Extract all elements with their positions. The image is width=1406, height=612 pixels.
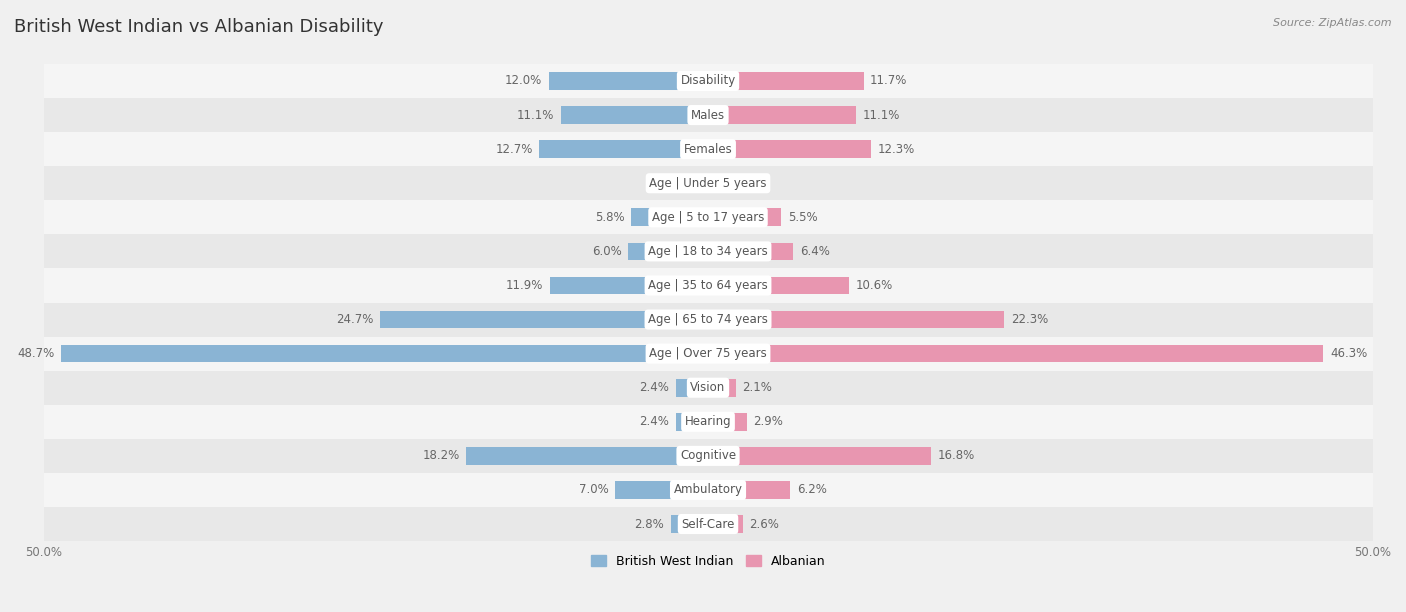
Bar	[44, 507, 1372, 541]
Text: 2.9%: 2.9%	[754, 416, 783, 428]
Bar	[44, 166, 1372, 200]
Legend: British West Indian, Albanian: British West Indian, Albanian	[586, 550, 831, 573]
Text: 11.1%: 11.1%	[516, 108, 554, 122]
Bar	[561, 106, 709, 124]
Bar	[44, 98, 1372, 132]
Text: Vision: Vision	[690, 381, 725, 394]
Text: Age | 65 to 74 years: Age | 65 to 74 years	[648, 313, 768, 326]
Bar	[709, 379, 735, 397]
Bar	[44, 439, 1372, 473]
Bar	[695, 174, 709, 192]
Bar	[44, 405, 1372, 439]
Bar	[709, 277, 849, 294]
Bar	[44, 371, 1372, 405]
Bar	[709, 515, 742, 533]
Bar	[44, 234, 1372, 269]
Bar	[44, 337, 1372, 371]
Text: 18.2%: 18.2%	[422, 449, 460, 463]
Bar	[709, 140, 872, 158]
Text: Age | 5 to 17 years: Age | 5 to 17 years	[652, 211, 765, 224]
Text: 2.1%: 2.1%	[742, 381, 772, 394]
Text: Age | Under 5 years: Age | Under 5 years	[650, 177, 766, 190]
Text: Ambulatory: Ambulatory	[673, 483, 742, 496]
Bar	[709, 311, 1004, 329]
Bar	[709, 345, 1323, 362]
Text: 6.4%: 6.4%	[800, 245, 830, 258]
Text: 2.6%: 2.6%	[749, 518, 779, 531]
Bar	[628, 242, 709, 260]
Text: 6.0%: 6.0%	[592, 245, 621, 258]
Text: 5.8%: 5.8%	[595, 211, 624, 224]
Text: Source: ZipAtlas.com: Source: ZipAtlas.com	[1274, 18, 1392, 28]
Text: 0.99%: 0.99%	[651, 177, 688, 190]
Text: Females: Females	[683, 143, 733, 155]
Bar	[709, 413, 747, 431]
Bar	[44, 64, 1372, 98]
Text: 2.4%: 2.4%	[640, 416, 669, 428]
Text: 22.3%: 22.3%	[1011, 313, 1049, 326]
Text: 1.1%: 1.1%	[730, 177, 759, 190]
Text: 5.5%: 5.5%	[787, 211, 817, 224]
Bar	[550, 277, 709, 294]
Text: 6.2%: 6.2%	[797, 483, 827, 496]
Bar	[709, 106, 855, 124]
Bar	[44, 473, 1372, 507]
Bar	[709, 481, 790, 499]
Text: Age | 18 to 34 years: Age | 18 to 34 years	[648, 245, 768, 258]
Text: 2.8%: 2.8%	[634, 518, 664, 531]
Text: 7.0%: 7.0%	[579, 483, 609, 496]
Bar	[614, 481, 709, 499]
Text: 2.4%: 2.4%	[640, 381, 669, 394]
Text: 16.8%: 16.8%	[938, 449, 976, 463]
Text: 11.7%: 11.7%	[870, 75, 907, 88]
Bar	[709, 72, 863, 90]
Text: 12.7%: 12.7%	[495, 143, 533, 155]
Text: Hearing: Hearing	[685, 416, 731, 428]
Text: 24.7%: 24.7%	[336, 313, 373, 326]
Text: 12.0%: 12.0%	[505, 75, 541, 88]
Bar	[709, 242, 793, 260]
Bar	[548, 72, 709, 90]
Bar	[540, 140, 709, 158]
Text: Age | 35 to 64 years: Age | 35 to 64 years	[648, 279, 768, 292]
Bar	[44, 132, 1372, 166]
Text: Cognitive: Cognitive	[681, 449, 737, 463]
Bar	[631, 209, 709, 226]
Bar	[44, 269, 1372, 302]
Text: 11.1%: 11.1%	[862, 108, 900, 122]
Text: Self-Care: Self-Care	[682, 518, 735, 531]
Text: Disability: Disability	[681, 75, 735, 88]
Text: British West Indian vs Albanian Disability: British West Indian vs Albanian Disabili…	[14, 18, 384, 36]
Text: Males: Males	[690, 108, 725, 122]
Bar	[44, 200, 1372, 234]
Text: 46.3%: 46.3%	[1330, 347, 1367, 360]
Bar	[44, 302, 1372, 337]
Text: Age | Over 75 years: Age | Over 75 years	[650, 347, 766, 360]
Text: 12.3%: 12.3%	[879, 143, 915, 155]
Bar	[671, 515, 709, 533]
Bar	[60, 345, 709, 362]
Bar	[709, 447, 931, 465]
Text: 10.6%: 10.6%	[855, 279, 893, 292]
Bar	[380, 311, 709, 329]
Bar	[467, 447, 709, 465]
Bar	[709, 174, 723, 192]
Text: 48.7%: 48.7%	[17, 347, 55, 360]
Bar	[676, 413, 709, 431]
Text: 11.9%: 11.9%	[506, 279, 543, 292]
Bar	[676, 379, 709, 397]
Bar	[709, 209, 782, 226]
